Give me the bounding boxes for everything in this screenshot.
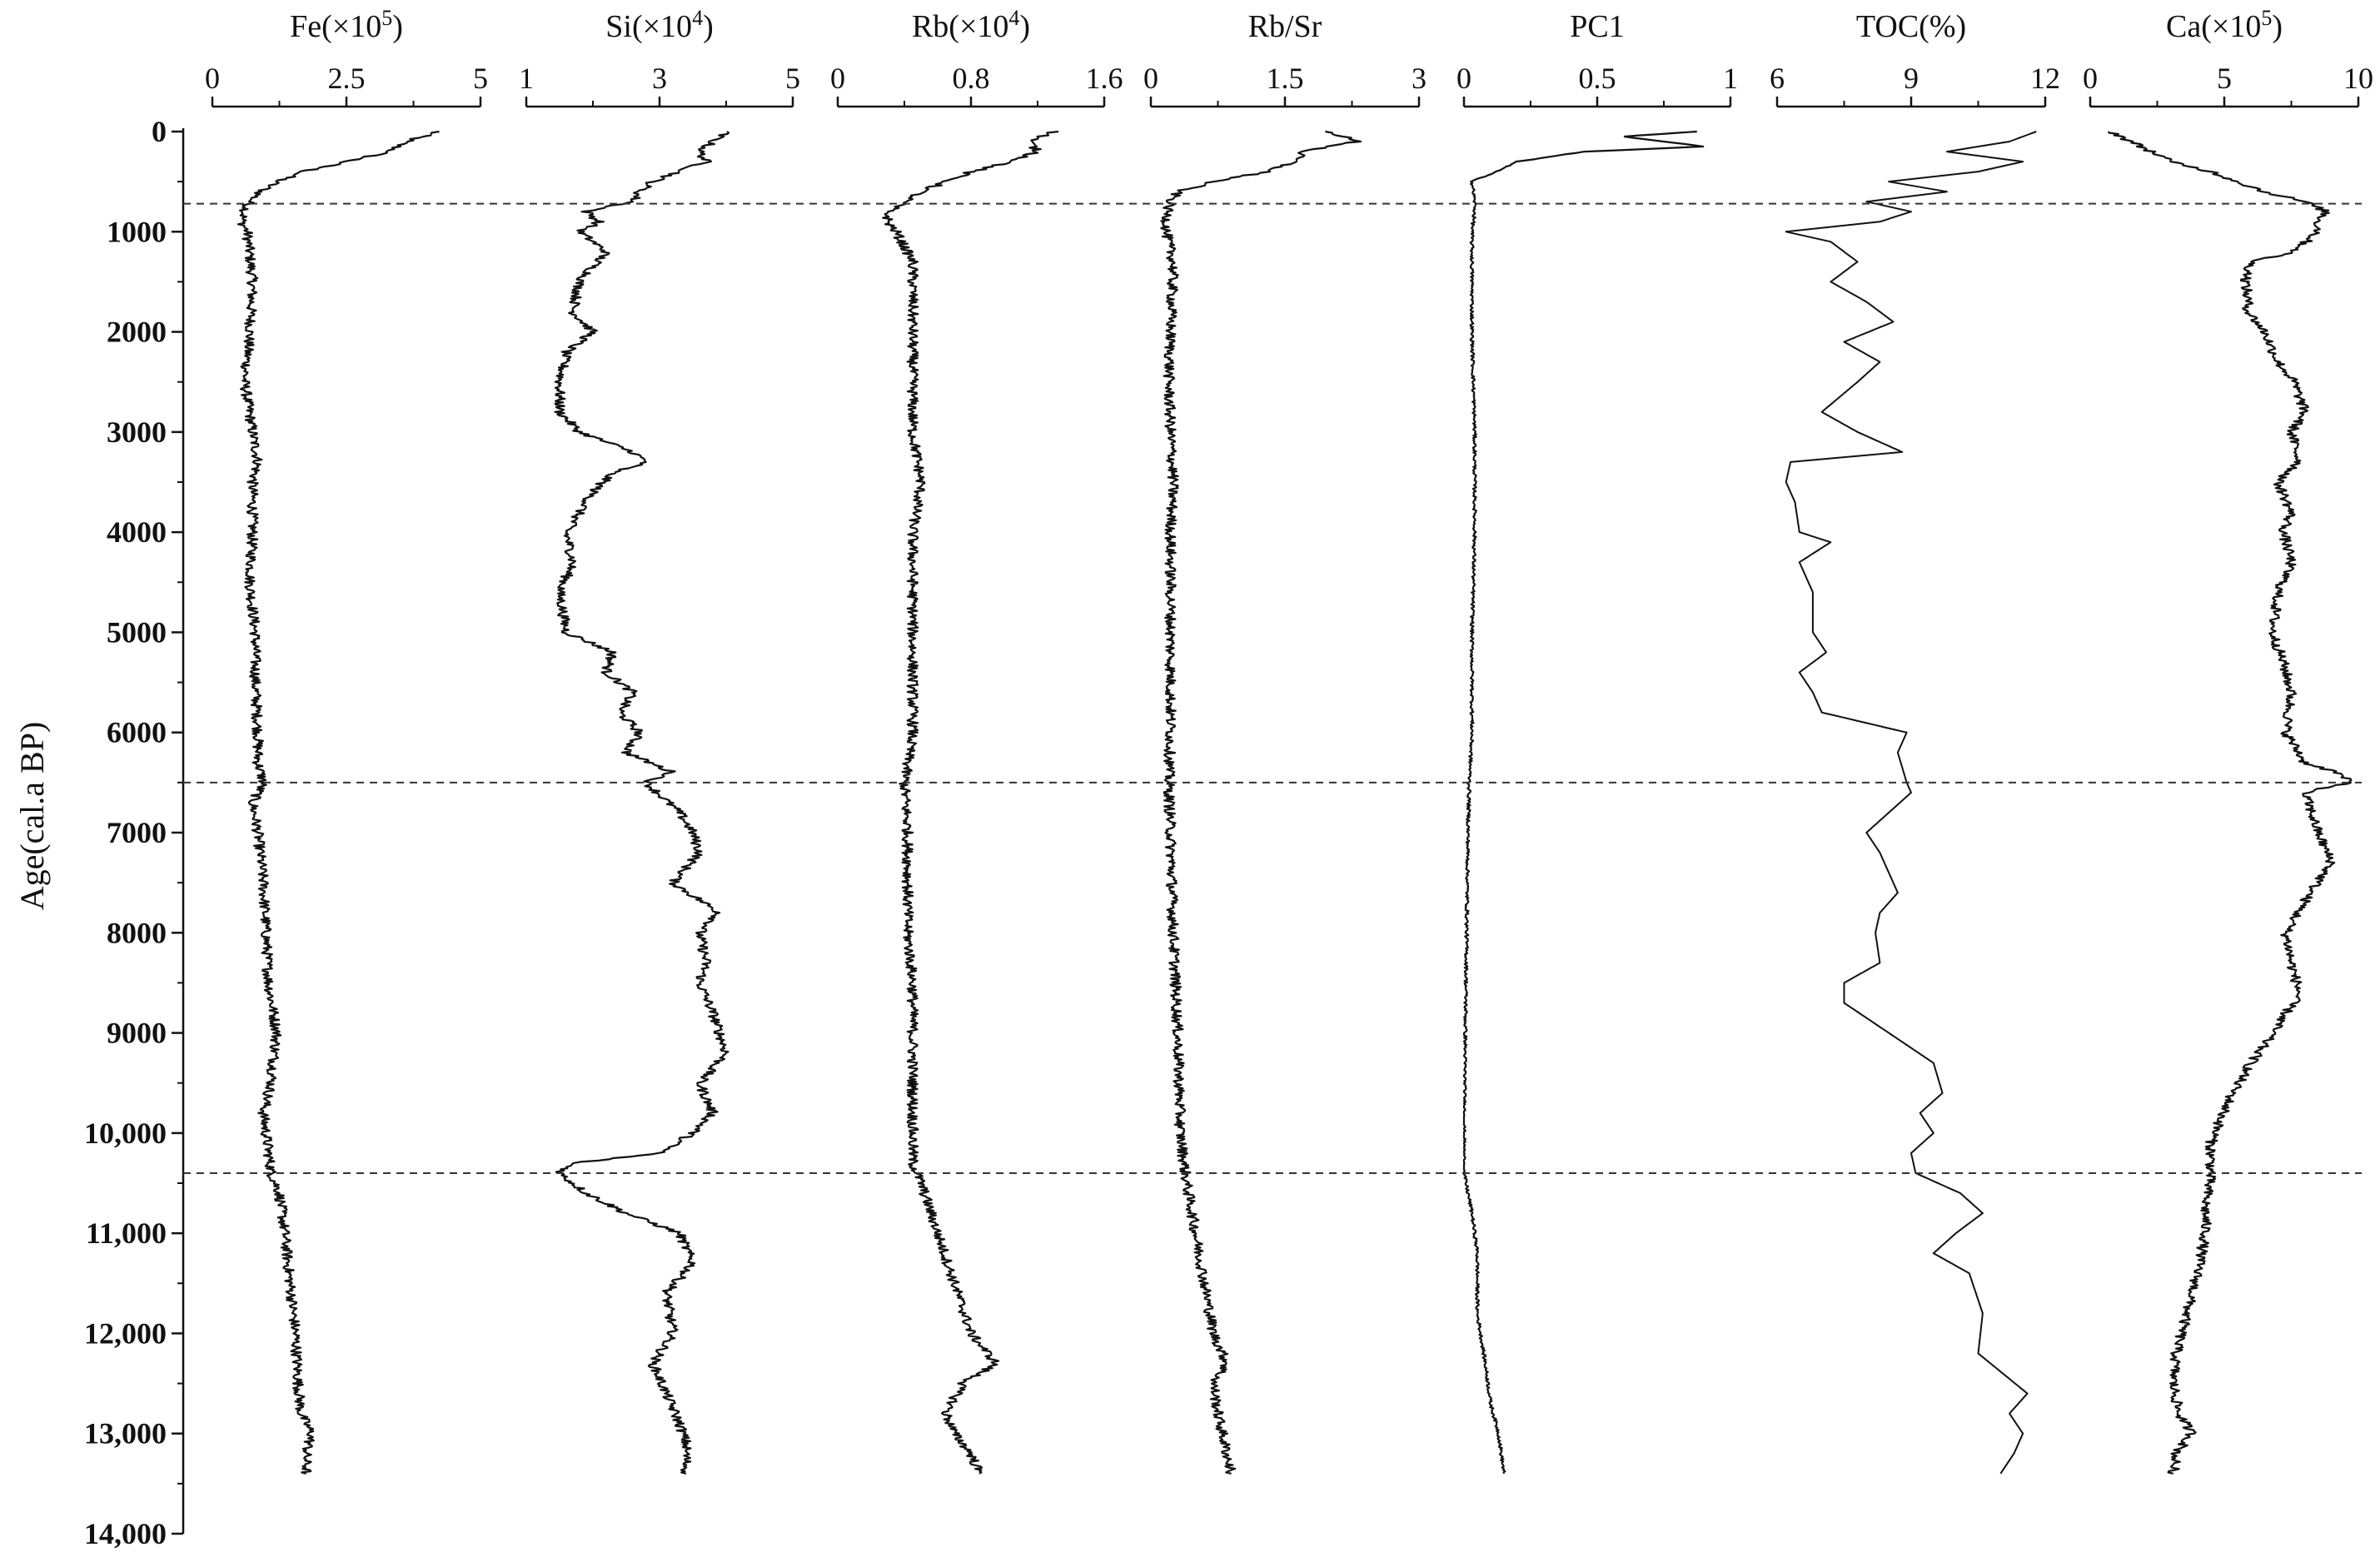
age-y-axis: 0 1000 2000 3000 4000 5000 6000 7000 8000 9000 10,… [13,115,185,1550]
y-tick-label: 5000 [107,615,167,649]
y-tick-label: 11,000 [86,1216,167,1250]
panel-series-line [1785,131,2037,1475]
panel-tick-label: 3 [652,62,667,95]
panel-title-main: Ca(×10 [2166,9,2261,44]
y-tick-label: 9000 [107,1017,167,1050]
panel-title-main: Rb/Sr [1248,9,1322,44]
proxy-panels: 0 2.5 5Fe(×105)1 3 5Si(×104)0 0.8 1.6Rb(×104)0… [205,6,2373,1475]
panel-series-line [882,130,1059,1475]
y-tick-label: 10,000 [84,1117,167,1150]
y-tick-label: 8000 [107,916,167,949]
panel-title-end: ) [703,9,714,44]
panel-title: Fe(×105) [290,6,403,44]
panel-title-main: PC1 [1570,9,1624,44]
panel-tick-label: 5 [473,62,488,95]
panel-4: 0 0.5 1 PC1 [1456,9,1738,1475]
panel-tick-label: 9 [1904,62,1919,95]
panel-tick-label: 1.6 [1086,62,1123,95]
panel-title: Rb(×104) [912,6,1030,44]
panel-3: 0 1.5 3 Rb/Sr [1143,9,1427,1475]
y-tick-label: 4000 [107,515,167,549]
panel-tick-label: 0 [2083,62,2098,95]
panel-tick-label: 0.8 [953,62,990,95]
y-tick-label: 14,000 [84,1517,167,1550]
panel-tick-label: 5 [785,62,800,95]
y-tick-label: 12,000 [84,1316,167,1350]
panel-tick-label: 1 [1723,62,1738,95]
panel-title-exponent: 5 [2261,6,2272,30]
panel-tick-label: 10 [2343,62,2373,95]
y-tick-label: 6000 [107,716,167,749]
y-axis-label: Age(cal.a BP) [13,722,51,911]
panel-title: Ca(×105) [2166,6,2283,44]
panel-tick-label: 12 [2030,62,2060,95]
panel-series-line [1160,130,1362,1475]
panel-1: 1 3 5 Si(×104) [519,6,800,1475]
panel-title: TOC(%) [1856,9,1966,44]
panel-tick-label: 3 [1412,62,1427,95]
panel-title-exponent: 4 [692,6,703,30]
panel-title-exponent: 5 [381,6,392,30]
panel-title: Si(×104) [605,6,713,44]
panel-tick-label: 0 [205,62,220,95]
panel-series-line [237,130,440,1475]
y-tick-label: 7000 [107,816,167,849]
panel-title-end: ) [392,9,403,44]
panel-0: 0 2.5 5Fe(×105) [205,6,488,1475]
y-tick-label: 13,000 [84,1417,167,1450]
y-tick-label: 0 [152,115,167,148]
panel-tick-label: 5 [2217,62,2232,95]
panel-title: Rb/Sr [1248,9,1322,44]
panel-series-line [2107,131,2353,1475]
panel-tick-label: 6 [1770,62,1785,95]
panel-tick-label: 1 [519,62,534,95]
y-tick-label: 2000 [107,316,167,349]
panel-title-main: Si(×10 [605,9,692,44]
panel-5: 6 9 12 TOC(%) [1770,9,2060,1475]
panel-title-end: ) [1019,9,1030,44]
panel-tick-label: 0 [830,62,845,95]
panel-tick-label: 0 [1143,62,1158,95]
panel-series-line [1462,130,1705,1475]
panel-tick-label: 2.5 [328,62,366,95]
panel-title-exponent: 4 [1008,6,1019,30]
panel-tick-label: 0 [1456,62,1471,95]
panel-tick-label: 0.5 [1579,62,1616,95]
y-axis-ticks: 0 1000 2000 3000 4000 5000 6000 7000 8000 9000 10,… [84,115,183,1550]
panel-title-main: Rb(×10 [912,9,1008,44]
panel-tick-label: 1.5 [1267,62,1304,95]
panel-series-line [554,131,730,1475]
panel-title: PC1 [1570,9,1624,44]
y-tick-label: 3000 [107,415,167,449]
zone-boundary-lines [183,202,2362,1174]
panel-title-main: Fe(×10 [290,9,381,44]
panel-title-main: TOC(%) [1856,9,1966,44]
panel-2: 0 0.8 1.6 Rb(×104) [830,6,1123,1475]
panel-title-end: ) [2272,9,2283,44]
y-tick-label: 1000 [107,215,167,248]
